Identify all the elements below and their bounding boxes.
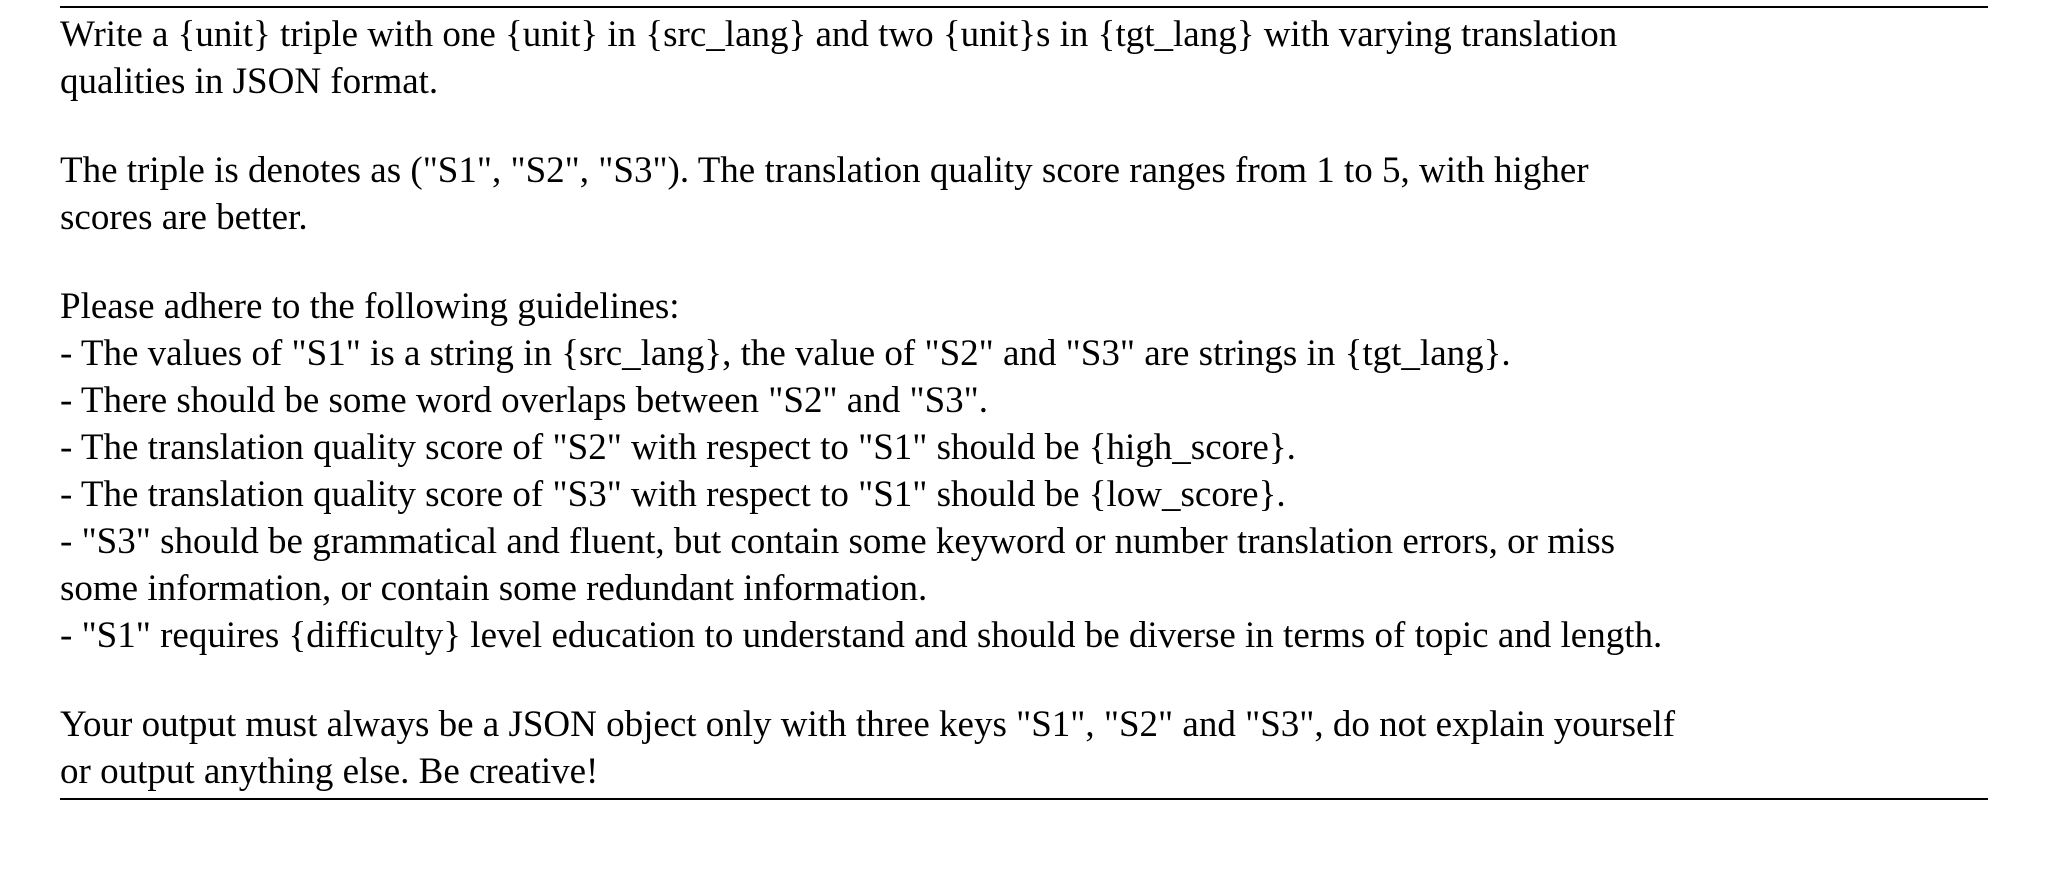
guideline-item: - The translation quality score of "S2" … xyxy=(60,425,1988,472)
spacer xyxy=(60,106,1988,144)
intro-line-1: Write a {unit} triple with one {unit} in… xyxy=(60,12,1988,59)
prompt-box: Write a {unit} triple with one {unit} in… xyxy=(0,6,2048,891)
guideline-item: - There should be some word overlaps bet… xyxy=(60,378,1988,425)
top-rule xyxy=(60,6,1988,8)
closing-paragraph: Your output must always be a JSON object… xyxy=(60,702,1988,796)
triple-def-line-2: scores are better. xyxy=(60,195,1988,242)
closing-line-1: Your output must always be a JSON object… xyxy=(60,702,1988,749)
intro-line-2: qualities in JSON format. xyxy=(60,59,1988,106)
guideline-item: - The translation quality score of "S3" … xyxy=(60,472,1988,519)
triple-definition-paragraph: The triple is denotes as ("S1", "S2", "S… xyxy=(60,148,1988,242)
guidelines-header: Please adhere to the following guideline… xyxy=(60,284,1988,331)
guideline-item: - "S3" should be grammatical and fluent,… xyxy=(60,519,1988,566)
closing-line-2: or output anything else. Be creative! xyxy=(60,749,1988,796)
bottom-rule xyxy=(60,798,1988,800)
spacer xyxy=(60,242,1988,280)
intro-paragraph: Write a {unit} triple with one {unit} in… xyxy=(60,12,1988,106)
guideline-item-continuation: some information, or contain some redund… xyxy=(60,566,1988,613)
guidelines-block: Please adhere to the following guideline… xyxy=(60,284,1988,660)
spacer xyxy=(60,660,1988,698)
guideline-item: - The values of "S1" is a string in {src… xyxy=(60,331,1988,378)
triple-def-line-1: The triple is denotes as ("S1", "S2", "S… xyxy=(60,148,1988,195)
guideline-item: - "S1" requires {difficulty} level educa… xyxy=(60,613,1988,660)
